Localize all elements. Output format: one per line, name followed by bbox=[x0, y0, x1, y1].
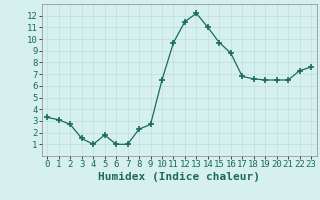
X-axis label: Humidex (Indice chaleur): Humidex (Indice chaleur) bbox=[98, 172, 260, 182]
